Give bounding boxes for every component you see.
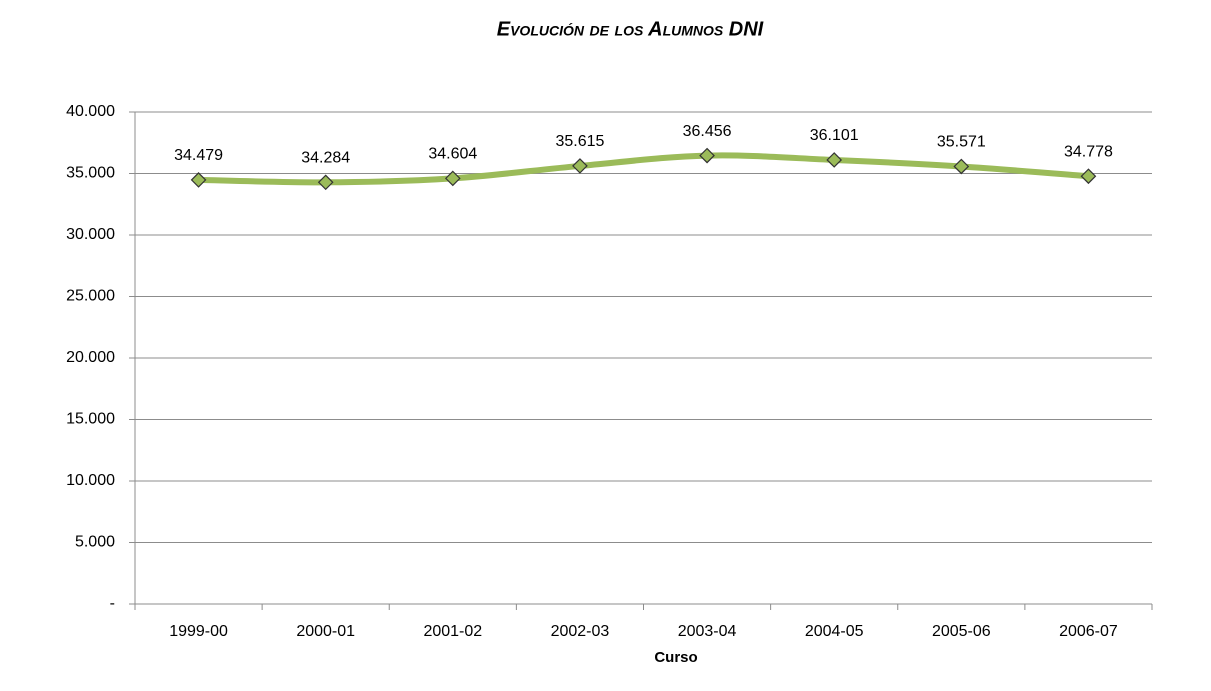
y-tick-label: 40.000 — [66, 103, 115, 120]
marker — [699, 147, 715, 164]
marker — [190, 172, 207, 188]
marker — [826, 152, 843, 168]
marker — [572, 158, 588, 174]
x-tick-label: 2000-01 — [296, 623, 355, 640]
y-tick-label: 20.000 — [66, 349, 115, 366]
data-label: 35.615 — [555, 133, 604, 150]
x-tick-label: 2004-05 — [805, 623, 864, 640]
data-label: 34.284 — [301, 150, 350, 167]
marker — [444, 170, 461, 187]
y-tick-label: 25.000 — [66, 288, 115, 305]
chart-title: Evolución de los Alumnos DNI — [497, 18, 764, 40]
x-tick-label: 1999-00 — [169, 623, 228, 640]
line — [195, 152, 1092, 186]
y-tick-label: 15.000 — [66, 411, 115, 428]
marker — [953, 158, 970, 175]
marker — [1080, 168, 1097, 185]
y-tick-label: 5.000 — [75, 534, 115, 551]
y-tick-label: - — [110, 595, 115, 612]
data-label: 34.778 — [1064, 143, 1113, 160]
data-label: 34.479 — [174, 147, 223, 164]
x-tick-label: 2005-06 — [932, 623, 991, 640]
y-tick-label: 10.000 — [66, 472, 115, 489]
y-tick-label: 35.000 — [66, 165, 115, 182]
marker — [317, 174, 334, 191]
data-label: 36.101 — [810, 127, 859, 144]
data-label: 34.604 — [428, 146, 477, 163]
data-label: 35.571 — [937, 134, 986, 151]
x-axis-title: Curso — [654, 649, 697, 666]
data-label: 36.456 — [683, 123, 732, 140]
y-tick-label: 30.000 — [66, 226, 115, 243]
x-tick-label: 2002-03 — [551, 623, 610, 640]
x-tick-label: 2006-07 — [1059, 623, 1118, 640]
x-tick-label: 2001-02 — [423, 623, 482, 640]
x-tick-label: 2003-04 — [678, 623, 737, 640]
